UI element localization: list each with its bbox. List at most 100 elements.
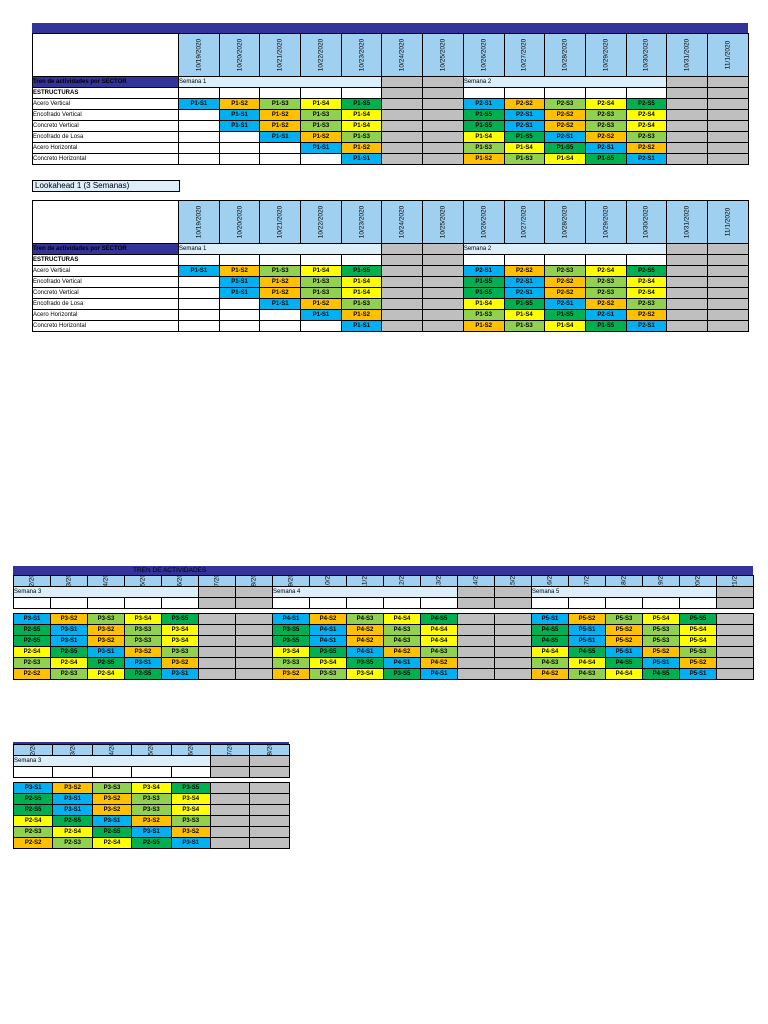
date-label: 11/6/2020 xyxy=(176,577,185,586)
schedule-cell xyxy=(422,120,464,132)
schedule-cell: P1-S4 xyxy=(300,98,342,110)
date-label: 10/28/2020 xyxy=(561,38,569,72)
date-label: 10/19/2020 xyxy=(195,38,203,72)
schedule-cell: P1-S3 xyxy=(503,320,546,332)
schedule-cell: P3-S3 xyxy=(87,613,125,625)
activity-label: Encofrado Vertical xyxy=(32,109,179,121)
schedule-cell: P2-S1 xyxy=(544,131,586,143)
date-label: 10/29/2020 xyxy=(602,38,610,72)
schedule-cell xyxy=(235,613,273,625)
date-label: 10/20/2020 xyxy=(236,38,244,72)
section-cell xyxy=(666,87,708,99)
schedule-cell: P3-S1 xyxy=(12,782,54,794)
schedule-cell: P5-S3 xyxy=(642,635,680,647)
header-blank-cell xyxy=(32,33,179,77)
schedule-cell: P2-S2 xyxy=(12,837,54,849)
blank-cell xyxy=(209,766,251,778)
blank-cell xyxy=(346,597,384,609)
section-cell xyxy=(300,254,342,266)
activity-row: Concreto Horizontal P1-S1 P1-S2 P1-S3 P1-S4 P… xyxy=(32,153,749,165)
date-label: 11/5/2020 xyxy=(147,746,156,755)
section-cell xyxy=(544,254,586,266)
schedule-cell: P2-S4 xyxy=(625,120,668,132)
schedule-cell: P4-S2 xyxy=(346,624,384,636)
schedule-cell: P1-S3 xyxy=(259,265,302,277)
schedule-cell xyxy=(422,142,464,154)
weekend-cell xyxy=(422,243,464,255)
date-header-cell: 10/30/2020 xyxy=(625,33,668,77)
blank-cell xyxy=(13,597,51,609)
schedule-cell xyxy=(494,635,532,647)
activity-row: P2-S5 P3-S1 P3-S2 P3-S3 P3-S4 xyxy=(12,804,290,816)
schedule-cell: P5-S2 xyxy=(568,613,606,625)
schedule-cell xyxy=(381,287,424,299)
schedule-cell xyxy=(457,635,495,647)
schedule-cell xyxy=(422,153,464,165)
schedule-cell: P1-S4 xyxy=(340,287,383,299)
schedule-cell: P2-S1 xyxy=(544,298,586,310)
date-header-cell: 11/15/2020 xyxy=(494,575,532,587)
schedule-cell: P3-S4 xyxy=(131,782,172,794)
schedule-cell xyxy=(716,635,754,647)
schedule-cell: P2-S5 xyxy=(625,98,668,110)
schedule-cell: P3-S2 xyxy=(91,793,133,805)
blank-cell xyxy=(249,766,290,778)
date-header-cell: 11/11/2020 xyxy=(346,575,384,587)
section-cell xyxy=(503,87,546,99)
schedule-cell: P5-S1 xyxy=(642,657,680,669)
section-cell xyxy=(584,87,627,99)
schedule-cell xyxy=(494,657,532,669)
date-label: 11/1/2020 xyxy=(724,207,732,237)
schedule-cell xyxy=(235,668,273,680)
schedule-cell: P1-S3 xyxy=(462,142,505,154)
schedule-cell xyxy=(706,153,749,165)
activity-label: Concreto Vertical xyxy=(32,120,179,132)
schedule-cell: P1-S1 xyxy=(300,142,342,154)
date-label: 10/24/2020 xyxy=(398,205,406,239)
schedule-cell: P1-S2 xyxy=(218,98,261,110)
schedule-cell: P1-S5 xyxy=(340,98,383,110)
schedule-cell xyxy=(494,668,532,680)
schedule-cell: P4-S1 xyxy=(309,635,347,647)
blank-cell xyxy=(161,597,199,609)
schedule-cell: P1-S1 xyxy=(340,153,383,165)
schedule-cell: P2-S2 xyxy=(584,131,627,143)
date-label: 10/25/2020 xyxy=(439,205,447,239)
schedule-cell xyxy=(235,635,273,647)
schedule-cell xyxy=(249,804,290,816)
date-label: 10/25/2020 xyxy=(439,38,447,72)
schedule-cell: P1-S4 xyxy=(340,120,383,132)
schedule-cell: P5-S2 xyxy=(679,657,717,669)
date-header-cell: 10/27/2020 xyxy=(503,200,546,244)
date-header-cell: 11/10/2020 xyxy=(309,575,347,587)
date-header-cell: 11/2/2020 xyxy=(12,744,54,756)
schedule-cell xyxy=(716,624,754,636)
schedule-cell xyxy=(666,298,708,310)
schedule-cell: P4-S3 xyxy=(420,646,458,658)
blank-cell xyxy=(235,597,273,609)
schedule-cell: P2-S2 xyxy=(625,309,668,321)
section-cell xyxy=(381,87,424,99)
date-header-cell: 11/6/2020 xyxy=(161,575,199,587)
date-label: 10/27/2020 xyxy=(520,205,528,239)
schedule-cell: P3-S1 xyxy=(131,826,172,838)
schedule-cell: P1-S5 xyxy=(462,120,505,132)
schedule-cell: P4-S2 xyxy=(531,668,569,680)
date-header-cell: 11/8/2020 xyxy=(249,744,290,756)
schedule-cell: P1-S1 xyxy=(178,265,220,277)
date-header-cell: 11/5/2020 xyxy=(131,744,172,756)
blank-cell xyxy=(170,766,211,778)
activity-row: Acero Horizontal P1-S1 P1-S2 P1-S3 P1-S4 P1-S… xyxy=(32,309,749,321)
section-cell xyxy=(706,254,749,266)
bottom-blank-row xyxy=(13,597,754,609)
schedule-cell: P3-S1 xyxy=(50,635,88,647)
week-label: Semana 1 xyxy=(177,76,383,88)
date-label: 11/12/2020 xyxy=(398,577,407,586)
schedule-cell: P1-S2 xyxy=(462,320,505,332)
schedule-cell xyxy=(198,668,236,680)
schedule-cell: P4-S1 xyxy=(383,657,421,669)
schedule-cell: P3-S3 xyxy=(272,657,310,669)
date-header-cell: 10/30/2020 xyxy=(625,200,668,244)
date-label: 11/4/2020 xyxy=(102,577,111,586)
schedule-cell: P2-S4 xyxy=(625,287,668,299)
